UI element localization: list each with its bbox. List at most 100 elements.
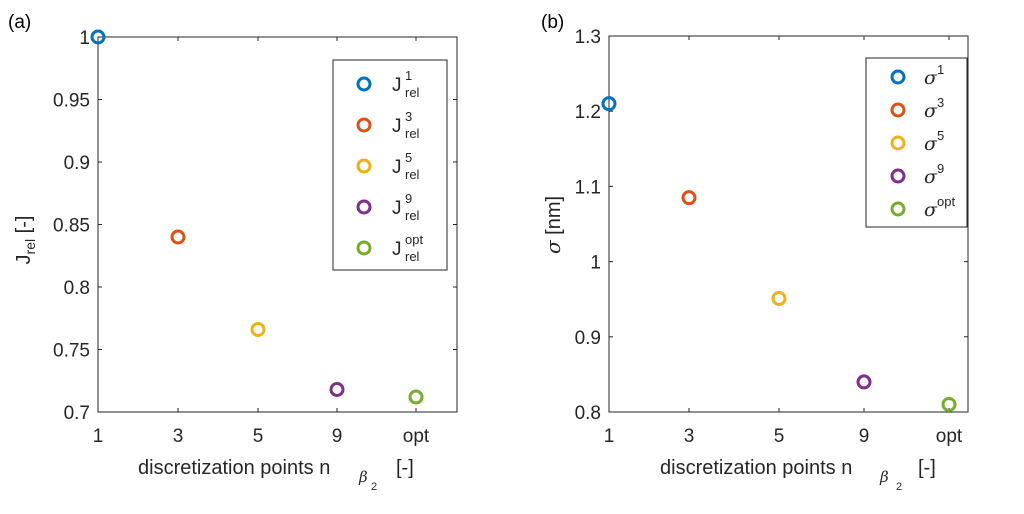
panel-b-x-axis-label: discretization points n [660, 457, 852, 479]
data-point-1 [601, 96, 617, 112]
y-tick: 1 [79, 28, 457, 49]
x-tick: 5 [774, 36, 785, 447]
legend-entry: σ opt [890, 194, 955, 221]
y-tick-label: 0.8 [64, 278, 90, 299]
legend-marker [356, 199, 372, 215]
legend-marker [890, 201, 906, 217]
panel-b-x-label-2: 2 [896, 481, 902, 493]
legend-marker [356, 158, 372, 174]
data-point-1 [90, 29, 106, 45]
legend-label-sup: 9 [405, 191, 412, 206]
legend-label-base: J [392, 198, 402, 219]
panel-b-y-axis-label: σ [nm] [541, 196, 565, 254]
panel-b-points [601, 96, 957, 412]
panel-a-y-axis-label: Jrel [-] [13, 216, 38, 265]
panel-a-points [90, 29, 424, 405]
legend-label-sup: 1 [937, 62, 944, 77]
x-tick-label: 1 [604, 426, 615, 447]
panel-b: (b) 0.8 0.9 1 1.1 1.2 1.3 1 3 5 9 opt σ [nm] disc… [541, 12, 969, 493]
panel-a-x-axis-label: discretization points n [138, 457, 330, 479]
x-tick-label: 9 [859, 426, 870, 447]
y-tick-label: 1.2 [575, 102, 601, 123]
legend-label-sub: rel [405, 249, 420, 264]
panel-b-tag: (b) [541, 12, 564, 33]
data-point-5 [771, 290, 787, 306]
panel-b-legend-entries: σ 1σ 3σ 5σ 9σ opt [890, 62, 955, 221]
panel-b-legend [865, 57, 968, 228]
legend-label-sup: 5 [405, 150, 412, 165]
legend-label-sup: 5 [937, 128, 944, 143]
data-point-opt [941, 396, 957, 412]
data-point-9 [856, 374, 872, 390]
y-tick: 0.8 [64, 278, 457, 299]
x-tick-label: opt [403, 426, 430, 447]
legend-label-sub: rel [405, 208, 420, 223]
legend-marker [356, 76, 372, 92]
data-point-opt [408, 389, 424, 405]
y-tick: 0.7 [64, 403, 457, 424]
y-tick-label: 0.85 [53, 216, 90, 237]
y-tick-label: 0.75 [53, 341, 90, 362]
x-tick-label: 5 [253, 426, 264, 447]
legend-marker [890, 102, 906, 118]
x-tick: 3 [684, 36, 695, 447]
legend-entry: J 3 rel [356, 109, 420, 141]
x-tick: 1 [604, 36, 615, 447]
legend-marker [890, 168, 906, 184]
panel-a: (a) 0.7 0.75 0.8 0.85 0.9 0.95 1 1 3 5 9 opt Jrel … [8, 12, 458, 493]
panel-b-y-ticks: 0.8 0.9 1 1.1 1.2 1.3 [575, 27, 968, 424]
legend-label-base: σ [924, 100, 938, 122]
legend-label-sup: 1 [405, 68, 412, 83]
panel-b-x-label-beta: β [879, 468, 889, 486]
x-tick-label: 3 [684, 426, 695, 447]
panel-a-tag: (a) [8, 12, 31, 33]
panel-a-x-label-beta: β [358, 468, 368, 486]
legend-label-base: σ [924, 166, 938, 188]
legend-label-sup: 9 [937, 161, 944, 176]
legend-label-sup: 3 [405, 109, 412, 124]
legend-label-sup: 3 [937, 95, 944, 110]
legend-label-base: J [392, 157, 402, 178]
legend-entry: J 9 rel [356, 191, 420, 223]
legend-label-base: σ [924, 133, 938, 155]
legend-label-sub: rel [405, 167, 420, 182]
y-tick-label: 0.7 [64, 403, 90, 424]
y-tick-label: 1 [79, 28, 90, 49]
data-point-9 [329, 382, 345, 397]
panel-b-x-ticks: 1 3 5 9 opt [604, 36, 963, 447]
x-tick-label: 3 [173, 426, 184, 447]
y-tick: 1.3 [575, 27, 968, 48]
legend-label-sup: opt [937, 194, 955, 209]
legend-label-base: σ [924, 67, 938, 89]
y-tick: 0.85 [53, 216, 457, 237]
x-tick: 3 [173, 37, 184, 447]
legend-label-base: J [392, 116, 402, 137]
panel-a-y-ticks: 0.7 0.75 0.8 0.85 0.9 0.95 1 [53, 28, 457, 424]
legend-label-base: σ [924, 199, 938, 221]
x-tick-label: 1 [93, 426, 104, 447]
x-tick: 9 [332, 37, 343, 447]
legend-label-sup: opt [405, 232, 423, 247]
y-tick: 1 [590, 253, 968, 274]
y-tick: 0.9 [64, 153, 457, 174]
data-point-5 [250, 322, 266, 337]
y-tick: 0.8 [575, 403, 968, 424]
y-tick: 0.95 [53, 91, 457, 112]
x-tick: opt [403, 37, 430, 447]
x-tick-label: 5 [774, 426, 785, 447]
panel-a-x-ticks: 1 3 5 9 opt [93, 37, 430, 447]
legend-entry: J 1 rel [356, 68, 420, 100]
x-tick-label: 9 [332, 426, 343, 447]
data-point-3 [681, 190, 697, 206]
legend-label-base: J [392, 239, 402, 260]
panel-b-axes-box [608, 35, 969, 413]
legend-marker [356, 240, 372, 256]
legend-marker [356, 117, 372, 133]
y-tick-label: 0.9 [575, 328, 601, 349]
legend-label-sub: rel [405, 126, 420, 141]
